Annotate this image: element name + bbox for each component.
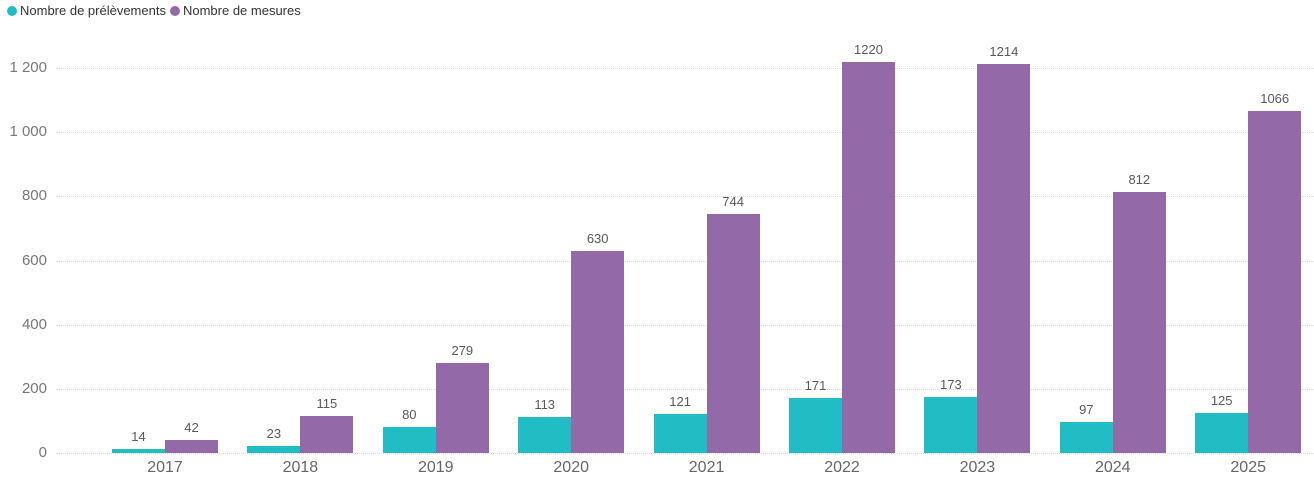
bar-mesures[interactable]	[165, 439, 218, 453]
legend-item-label: Nombre de prélèvements	[20, 3, 166, 18]
bar-prelevements[interactable]	[247, 445, 301, 453]
bar-value-label: 80	[402, 407, 417, 423]
bar-value-label: 113	[534, 396, 556, 412]
bar-value-label: 115	[316, 396, 338, 412]
bar-value-label: 121	[669, 394, 691, 410]
bar-mesures[interactable]	[706, 214, 760, 453]
legend: Nombre de prélèvements Nombre de mesures	[7, 3, 301, 19]
y-axis-tick-label: 800	[21, 187, 47, 205]
bar-prelevements[interactable]	[518, 416, 572, 453]
x-axis-label: 2024	[1094, 459, 1131, 476]
bar-value-label: 1220	[854, 41, 883, 57]
legend-dot-mesures-icon	[169, 6, 180, 16]
x-axis-label: 2020	[553, 459, 589, 476]
x-axis-label: 2022	[824, 459, 860, 476]
x-axis-label: 2019	[417, 459, 454, 476]
bar-value-label: 173	[940, 377, 962, 393]
gridline	[56, 260, 1314, 262]
bar-value-label: 812	[1128, 172, 1151, 188]
legend-item-label: Nombre de mesures	[182, 3, 301, 18]
bar-value-label: 23	[266, 425, 282, 441]
gridline	[56, 453, 1314, 454]
bar-prelevements[interactable]	[789, 398, 842, 453]
y-axis-tick-label: 0	[38, 444, 47, 461]
bar-mesures[interactable]	[977, 63, 1031, 453]
y-axis-tick-label: 1 000	[9, 123, 47, 141]
x-axis-label: 2025	[1230, 459, 1266, 476]
bar-prelevements[interactable]	[924, 397, 978, 453]
bar-mesures[interactable]	[435, 363, 489, 453]
bar-mesures[interactable]	[300, 416, 354, 453]
y-axis-tick-label: 600	[21, 251, 47, 269]
bar-mesures[interactable]	[842, 61, 895, 453]
gridline	[56, 68, 1314, 69]
bar-prelevements[interactable]	[653, 414, 707, 453]
bar-value-label: 630	[586, 230, 609, 246]
y-axis-tick-label: 400	[21, 315, 47, 333]
x-axis-label: 2023	[959, 459, 996, 476]
bar-value-label: 125	[1210, 392, 1233, 408]
bar-prelevements[interactable]	[1195, 412, 1249, 453]
y-axis-tick-label: 1 200	[9, 59, 47, 76]
bar-mesures[interactable]	[571, 250, 625, 453]
gridline	[56, 324, 1314, 326]
bar-mesures[interactable]	[1248, 110, 1302, 453]
gridline	[56, 196, 1314, 198]
legend-item-prelevements[interactable]: Nombre de prélèvements	[7, 3, 166, 19]
x-axis-label: 2018	[282, 459, 319, 476]
bar-value-label: 279	[451, 343, 474, 359]
bar-mesures[interactable]	[1112, 192, 1166, 453]
gridline	[56, 132, 1314, 134]
bar-value-label: 97	[1079, 401, 1094, 417]
bar-prelevements[interactable]	[382, 427, 436, 453]
x-axis-label: 2017	[147, 459, 183, 476]
bar-value-label: 1066	[1260, 90, 1290, 106]
x-axis-label: 2021	[688, 459, 725, 476]
y-axis-tick-label: 200	[21, 379, 47, 397]
bar-value-label: 744	[722, 194, 744, 210]
bar-value-label: 14	[131, 428, 146, 444]
bar-prelevements[interactable]	[1059, 421, 1113, 453]
bar-prelevements[interactable]	[112, 448, 165, 453]
legend-dot-prelevements-icon	[7, 6, 17, 16]
legend-item-mesures[interactable]: Nombre de mesures	[169, 3, 301, 19]
bar-value-label: 42	[184, 419, 199, 435]
bar-value-label: 171	[804, 378, 827, 394]
gridline	[56, 388, 1314, 390]
bar-value-label: 1214	[989, 43, 1019, 59]
